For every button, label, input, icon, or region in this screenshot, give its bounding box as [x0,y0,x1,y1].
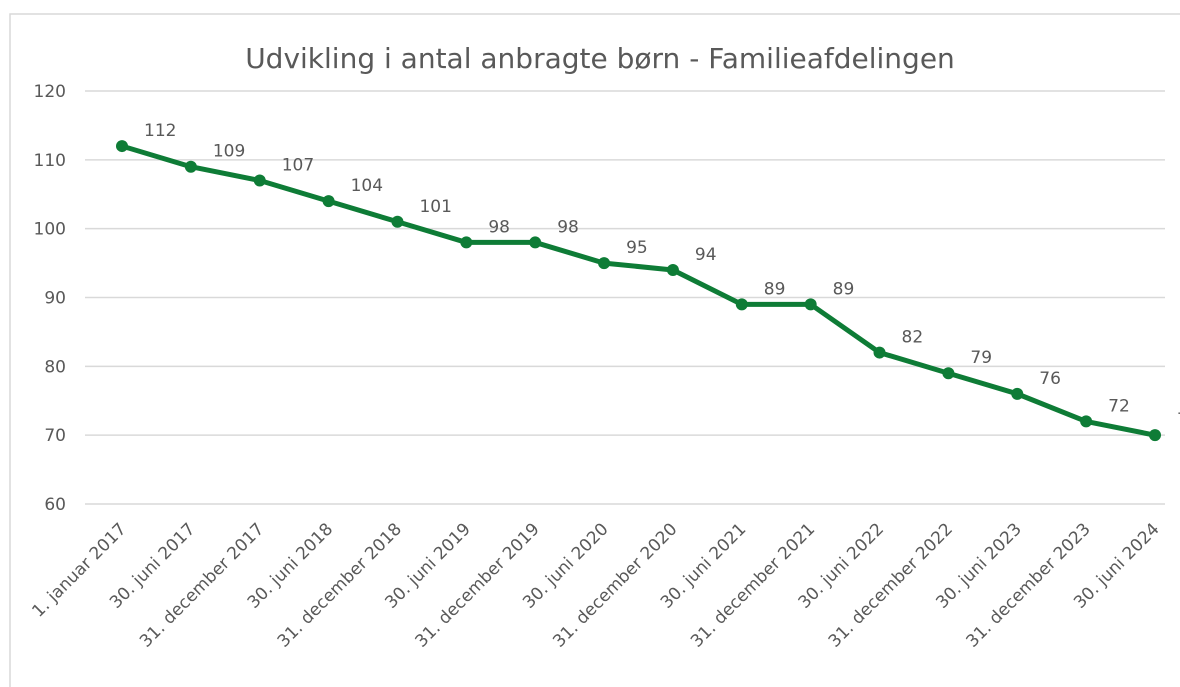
marker [1011,387,1024,400]
marker [873,346,886,359]
marker [598,257,611,270]
y-tick-label: 100 [34,220,66,240]
data-label: 70 [1177,410,1180,430]
x-tick-label: 31. december 2021 [687,519,819,651]
marker [460,236,473,249]
chart-frame [9,13,1180,687]
y-tick-label: 80 [44,357,66,377]
line [121,143,1156,438]
chart-title: Udvikling i antal anbragte børn - Famili… [245,42,955,75]
y-tick-label: 90 [44,289,66,309]
data-label: 98 [557,217,579,237]
marker [391,215,404,228]
x-tick-label: 31. december 2020 [549,519,681,651]
x-tick-label: 31. december 2023 [962,519,1094,651]
marker [322,195,335,208]
data-label: 101 [419,197,451,217]
data-label: 94 [695,245,717,265]
y-tick-label: 120 [34,82,66,102]
data-label: 79 [970,348,992,368]
x-tick-label: 31. december 2017 [136,519,268,651]
data-label: 95 [626,238,648,258]
y-tick-label: 70 [44,426,66,446]
marker [804,298,817,311]
marker [1080,415,1093,428]
data-label: 112 [144,121,176,141]
marker [253,174,266,187]
x-tick-label: 31. december 2019 [412,519,544,651]
y-tick-label: 60 [44,495,66,515]
data-label: 98 [488,217,510,237]
marker [116,140,128,153]
data-label: 76 [1039,369,1061,389]
data-label: 109 [213,142,245,162]
marker [184,160,197,173]
marker [942,367,955,380]
data-label: 104 [351,176,383,196]
marker [1149,429,1161,442]
x-tick-label: 31. december 2018 [274,519,406,651]
data-label: 89 [764,279,786,299]
data-label: 107 [282,155,314,175]
data-label: 82 [902,328,924,348]
data-label: 89 [833,279,855,299]
x-tick-label: 31. december 2022 [825,519,957,651]
y-tick-label: 110 [34,151,66,171]
data-label: 72 [1108,396,1130,416]
marker [666,263,679,276]
marker [529,236,542,249]
marker [735,298,748,311]
